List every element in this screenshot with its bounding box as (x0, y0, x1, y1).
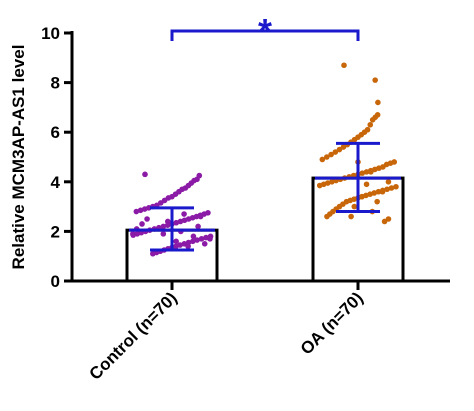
data-point (144, 216, 150, 222)
data-point (185, 243, 191, 250)
data-point (381, 218, 388, 225)
y-tick-label: 10 (41, 24, 60, 43)
data-point (393, 183, 399, 190)
data-point (150, 250, 156, 257)
data-points (130, 62, 399, 257)
x-tick-label: Control (n=70) (86, 288, 181, 383)
data-point (133, 208, 140, 215)
data-point (130, 231, 136, 237)
data-point (372, 77, 378, 83)
y-tick-label: 0 (51, 272, 60, 291)
data-point (201, 241, 208, 247)
data-point (375, 99, 381, 106)
data-point (164, 218, 171, 225)
significance-star: * (258, 11, 272, 52)
y-tick-label: 4 (51, 173, 61, 192)
data-point (336, 146, 343, 153)
data-point (198, 236, 205, 242)
data-point (190, 233, 197, 240)
data-point (142, 171, 148, 178)
data-point (316, 182, 323, 189)
data-point (388, 185, 395, 191)
y-axis-label: Relative MCM3AP-AS1 level (9, 45, 28, 270)
data-point (181, 211, 187, 217)
data-point (384, 186, 390, 193)
data-point (189, 238, 196, 245)
y-tick-label: 2 (51, 222, 60, 241)
data-point (194, 237, 200, 243)
data-point (385, 179, 392, 185)
data-point (160, 223, 167, 230)
data-point (197, 213, 204, 220)
y-tick-label: 6 (51, 123, 60, 142)
significance-bracket (170, 29, 360, 41)
data-point (375, 188, 382, 195)
data-point (348, 213, 354, 220)
data-point (157, 200, 164, 206)
data-point (195, 223, 201, 230)
data-point (137, 207, 144, 214)
data-point (173, 238, 179, 245)
x-tick-label: OA (n=70) (297, 288, 367, 358)
data-point (351, 203, 358, 210)
data-point (207, 236, 213, 242)
data-point (363, 181, 370, 188)
data-point (368, 169, 374, 175)
data-point (332, 149, 339, 155)
y-tick-label: 8 (51, 74, 60, 93)
bracket-line (170, 29, 360, 41)
data-point (324, 213, 330, 220)
data-point (173, 219, 180, 226)
error-bars (129, 141, 401, 252)
data-point (379, 188, 386, 195)
data-point (328, 151, 334, 158)
data-point (374, 198, 380, 205)
data-point (160, 231, 167, 237)
data-point (341, 62, 347, 69)
y-axis-ticks: 0 2 4 6 8 10 (41, 24, 72, 291)
data-point (139, 221, 145, 227)
data-point (367, 121, 374, 128)
data-point (324, 154, 330, 160)
data-point (359, 193, 365, 200)
data-point (359, 170, 366, 176)
data-point (363, 169, 370, 175)
data-point (319, 156, 326, 163)
x-axis-ticks: Control (n=70) OA (n=70) (86, 281, 367, 384)
data-point (369, 117, 376, 123)
